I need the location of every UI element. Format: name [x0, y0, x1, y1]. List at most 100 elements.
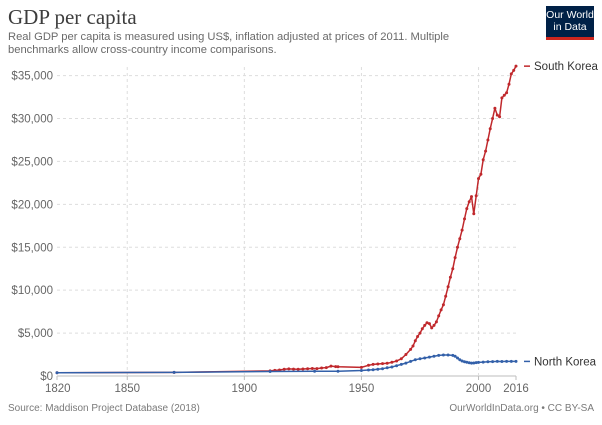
logo-accent-bar	[546, 37, 594, 40]
south-korea-data-point	[491, 117, 495, 120]
south-korea-data-point	[500, 96, 504, 100]
north-korea-data-point	[371, 368, 375, 372]
north-korea-data-point	[491, 360, 495, 364]
logo-line-2: in Data	[553, 21, 587, 33]
x-tick-label: 2016	[503, 383, 529, 395]
south-korea-data-point	[465, 207, 469, 211]
south-korea-data-point	[418, 331, 422, 335]
south-korea-data-point	[453, 256, 457, 260]
north-korea-data-point	[458, 358, 462, 362]
south-korea-data-point	[470, 195, 473, 199]
south-korea-data-point	[430, 326, 434, 330]
north-korea-data-point	[432, 354, 436, 358]
north-korea-data-point	[423, 356, 427, 360]
north-korea-data-point	[268, 370, 272, 373]
south-korea-data-point	[310, 367, 314, 370]
south-korea-data-point	[484, 149, 488, 153]
south-korea-data-point	[486, 138, 490, 142]
north-korea-data-point	[376, 367, 380, 371]
south-korea-data-point	[434, 320, 438, 324]
north-korea-data-point	[465, 360, 469, 364]
south-korea-data-point	[446, 285, 450, 289]
chart-subtitle: Real GDP per capita is measured using US…	[8, 31, 450, 56]
south-korea-data-point	[416, 335, 420, 338]
south-korea-data-point	[481, 158, 485, 162]
south-korea-data-point	[409, 347, 413, 351]
y-tick-label: $0	[40, 371, 53, 383]
south-korea-data-point	[441, 303, 445, 307]
south-korea-data-point	[495, 113, 499, 117]
south-korea-data-point	[376, 362, 380, 366]
north-korea-data-point	[463, 360, 466, 364]
south-korea-data-point	[437, 314, 441, 318]
south-korea-data-point	[413, 339, 417, 343]
north-korea-data-point	[486, 360, 490, 364]
south-korea-data-point	[371, 362, 375, 366]
south-korea-data-point	[381, 362, 384, 366]
south-korea-data-point	[467, 200, 471, 204]
y-tick-label: $25,000	[11, 156, 53, 168]
north-korea-data-point	[505, 359, 509, 363]
south-korea-data-point	[385, 361, 389, 365]
north-korea-data-point	[474, 361, 478, 365]
south-korea-series-line	[56, 65, 517, 374]
south-korea-data-point	[458, 237, 462, 241]
south-korea-data-point	[474, 194, 478, 198]
south-korea-data-point	[498, 115, 502, 119]
north-korea-data-point	[413, 358, 417, 362]
north-korea-data-point	[418, 357, 422, 361]
y-tick-label: $35,000	[11, 71, 53, 83]
north-korea-series-line	[56, 354, 516, 374]
y-tick-label: $30,000	[11, 114, 53, 126]
south-korea-data-point	[423, 323, 427, 327]
south-korea-data-point	[315, 367, 319, 371]
south-korea-data-point	[367, 363, 370, 367]
north-korea-data-point	[55, 371, 59, 375]
north-korea-data-point	[172, 370, 176, 374]
north-korea-data-point	[367, 368, 370, 372]
north-korea-data-point	[404, 361, 408, 365]
y-tick-label: $10,000	[11, 285, 53, 297]
north-korea-data-point	[453, 354, 457, 358]
south-korea-data-point	[427, 322, 431, 326]
south-korea-data-point	[395, 359, 399, 363]
south-korea-data-point	[336, 365, 340, 369]
south-korea-data-point	[399, 357, 403, 361]
north-korea-data-point	[470, 361, 473, 365]
south-korea-data-point	[301, 367, 305, 371]
our-world-in-data-logo[interactable]: Our World in Data	[546, 6, 594, 40]
north-korea-data-point	[313, 369, 317, 373]
south-korea-data-point	[306, 367, 310, 371]
logo-line-1: Our World	[546, 9, 594, 21]
north-korea-data-point	[500, 360, 504, 363]
south-korea-data-point	[507, 82, 511, 86]
x-tick-label: 1850	[114, 383, 140, 395]
north-korea-data-point	[381, 367, 384, 371]
south-korea-data-point	[448, 275, 452, 279]
south-korea-data-point	[411, 344, 415, 348]
south-korea-data-point	[493, 106, 497, 110]
north-korea-data-point	[409, 359, 413, 363]
y-tick-label: $5,000	[18, 328, 53, 340]
credit-note[interactable]: OurWorldInData.org • CC BY-SA	[449, 403, 594, 414]
south-korea-data-point	[324, 366, 328, 370]
north-korea-data-point	[385, 366, 389, 370]
south-korea-data-point	[287, 367, 291, 371]
north-korea-data-point	[395, 364, 399, 368]
x-tick-label: 1900	[232, 383, 258, 395]
south-korea-data-point	[444, 294, 448, 298]
north-korea-data-point	[451, 353, 455, 357]
north-korea-data-point	[472, 361, 476, 365]
south-korea-data-point	[460, 228, 464, 232]
south-korea-data-point	[404, 353, 408, 356]
x-tick-label: 2000	[466, 383, 492, 395]
source-note[interactable]: Source: Maddison Project Database (2018)	[8, 403, 200, 414]
south-korea-data-point	[514, 64, 518, 68]
south-korea-data-point	[463, 217, 466, 221]
north-korea-data-point	[456, 356, 459, 360]
north-korea-data-point	[509, 359, 513, 363]
north-korea-data-point	[495, 359, 499, 363]
north-korea-data-point	[481, 360, 485, 364]
south-korea-data-point	[502, 93, 506, 97]
